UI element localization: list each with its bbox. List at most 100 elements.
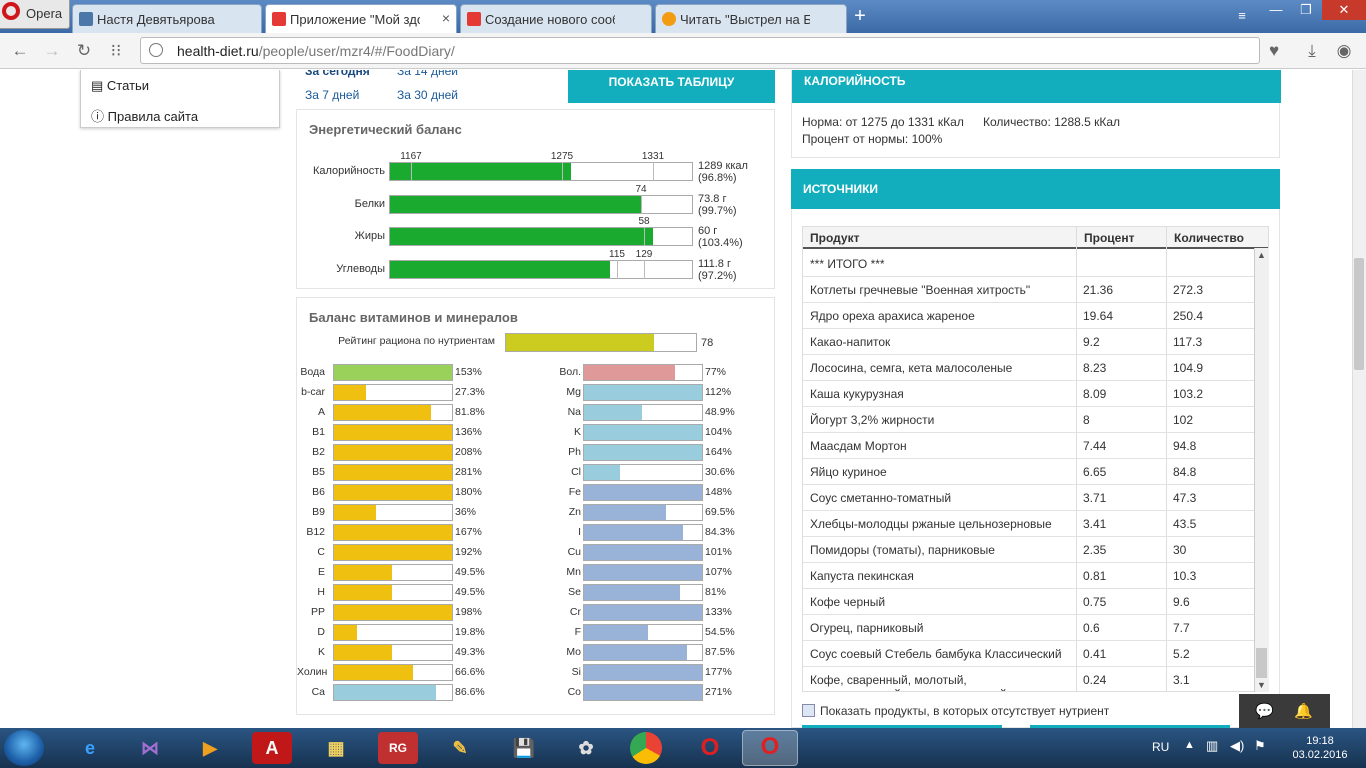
table-row[interactable]: Кофе черный 0.75 9.6 xyxy=(803,589,1255,615)
table-row[interactable]: Ядро ореха арахиса жареное 19.64 250.4 xyxy=(803,303,1255,329)
chat-icon[interactable]: 💬 xyxy=(1255,703,1274,720)
tab-health-diet[interactable]: Приложение "Мой здоро × xyxy=(265,4,457,33)
nutrient-bar-fill xyxy=(334,665,413,680)
account-icon[interactable]: ◉ xyxy=(1336,41,1352,60)
page-scrollbar[interactable] xyxy=(1352,70,1366,728)
col-percent-header[interactable]: Процент xyxy=(1077,227,1167,249)
menu-item-rules[interactable]: ⓘ Правила сайта xyxy=(91,106,198,125)
table-row[interactable]: Соус соевый Стебель бамбука Классический… xyxy=(803,641,1255,667)
table-row[interactable]: Капуста пекинская 0.81 10.3 xyxy=(803,563,1255,589)
opera-menu-button[interactable]: Opera xyxy=(0,0,70,29)
bell-icon[interactable]: 🔔 xyxy=(1294,703,1313,720)
ie-icon[interactable]: e xyxy=(84,738,95,758)
col-amount-header[interactable]: Количество xyxy=(1167,227,1268,249)
table-scroll-thumb[interactable] xyxy=(1256,648,1267,678)
nutrient-bar xyxy=(583,644,703,661)
col-product-header[interactable]: Продукт xyxy=(803,227,1077,249)
pen-app-icon[interactable]: ✎ xyxy=(452,738,468,758)
tab-new-message[interactable]: Создание нового сообще xyxy=(460,4,652,33)
table-row[interactable]: Кофе, сваренный, молотый, 0.24 3.1 приготов… xyxy=(803,667,1255,691)
tab-read-book[interactable]: Читать "Выстрел на Боль xyxy=(655,4,847,33)
energy-value: 111.8 г xyxy=(698,258,731,270)
nutrient-bar xyxy=(583,464,703,481)
media-player-icon[interactable]: ▶ xyxy=(203,738,217,758)
table-row[interactable]: Хлебцы-молодцы ржаные цельнозерновые 3.41… xyxy=(803,511,1255,537)
flower-app-icon[interactable]: ✿ xyxy=(578,738,594,758)
product-cell: *** ИТОГО *** xyxy=(810,257,885,271)
nutrient-bar xyxy=(333,684,453,701)
energy-bar-fill xyxy=(390,196,641,213)
chrome-icon[interactable] xyxy=(630,732,662,764)
table-row[interactable]: Огурец, парниковый 0.6 7.7 xyxy=(803,615,1255,641)
table-row[interactable]: Каша кукурузная 8.09 103.2 xyxy=(803,381,1255,407)
amount-cell: 5.2 xyxy=(1173,647,1190,661)
percent-cell: 0.81 xyxy=(1083,569,1107,583)
vs-icon[interactable]: ⋈ xyxy=(141,738,159,758)
url-field[interactable]: health-diet.ru/people/user/mzr4/#/FoodDi… xyxy=(140,37,1260,64)
show-table-button[interactable]: ПОКАЗАТЬ ТАБЛИЦУ xyxy=(568,70,775,103)
acrobat-icon[interactable]: A xyxy=(252,732,292,764)
table-row[interactable]: Какао-напиток 9.2 117.3 xyxy=(803,329,1255,355)
menu-item-articles[interactable]: ▤ Статьи xyxy=(91,78,149,94)
nutrient-label: I xyxy=(578,526,581,538)
language-indicator[interactable]: RU xyxy=(1152,740,1170,754)
show-missing-checkbox[interactable] xyxy=(802,704,815,717)
nutrient-label: Na xyxy=(567,406,581,418)
show-missing-label[interactable]: Показать продукты, в которых отсутствует… xyxy=(820,704,1110,718)
table-row[interactable]: Помидоры (томаты), парниковые 2.35 30 xyxy=(803,537,1255,563)
maximize-button[interactable]: ❐ xyxy=(1300,2,1312,17)
scroll-down-icon[interactable]: ▼ xyxy=(1257,680,1266,690)
page-scroll-thumb[interactable] xyxy=(1354,258,1364,370)
close-window-button[interactable]: ✕ xyxy=(1322,0,1366,20)
opera-taskbar-icon[interactable]: O xyxy=(700,734,720,761)
tab-menu-icon[interactable]: ≡ xyxy=(1238,8,1246,23)
nutrient-percent: 112% xyxy=(705,386,732,398)
speed-dial-icon[interactable]: ⁝⁝ xyxy=(110,41,122,60)
heart-icon[interactable]: ♥ xyxy=(1268,41,1280,60)
period-14-link[interactable]: За 14 дней xyxy=(397,70,458,78)
period-today-link[interactable]: За сегодня xyxy=(305,70,370,78)
amount-cell: 47.3 xyxy=(1173,491,1197,505)
period-7-link[interactable]: За 7 дней xyxy=(305,88,360,102)
save-app-icon[interactable]: 💾 xyxy=(512,738,536,758)
explorer-icon[interactable]: ▦ xyxy=(327,738,345,758)
nutrient-bar xyxy=(583,524,703,541)
amount-cell: 3.1 xyxy=(1173,673,1190,687)
start-button[interactable] xyxy=(4,730,44,766)
table-row[interactable]: Лососина, семга, кета малосоленые 8.23 104… xyxy=(803,355,1255,381)
table-row[interactable]: Котлеты гречневые "Военная хитрость" 21.3… xyxy=(803,277,1255,303)
table-row[interactable]: *** ИТОГО *** xyxy=(803,251,1255,277)
table-scrollbar[interactable]: ▲ ▼ xyxy=(1254,248,1269,692)
nutrient-label: D xyxy=(317,626,325,638)
volume-icon[interactable]: ◀) xyxy=(1230,738,1245,753)
reload-icon[interactable]: ↻ xyxy=(76,41,92,60)
tab-vk[interactable]: Настя Девятьярова xyxy=(72,4,262,33)
clock[interactable]: 19:18 03.02.2016 xyxy=(1292,734,1348,762)
forward-icon[interactable]: → xyxy=(43,41,61,60)
nutrient-bar xyxy=(333,664,453,681)
nutrient-percent: 66.6% xyxy=(455,666,485,678)
energy-tick-label: 58 xyxy=(638,216,650,227)
minimize-button[interactable]: — xyxy=(1269,2,1283,17)
nutrient-label: Zn xyxy=(568,506,581,518)
tray-arrow-icon[interactable]: ▲ xyxy=(1184,739,1195,751)
close-tab-icon[interactable]: × xyxy=(441,10,450,26)
new-tab-button[interactable]: + xyxy=(854,5,866,27)
nutrient-percent: 87.5% xyxy=(705,646,735,658)
back-icon[interactable]: ← xyxy=(11,41,29,60)
rg-app-icon[interactable]: RG xyxy=(378,732,418,764)
network-icon[interactable]: ▥ xyxy=(1206,738,1219,753)
scroll-up-icon[interactable]: ▲ xyxy=(1257,250,1266,260)
table-row[interactable]: Йогурт 3,2% жирности 8 102 xyxy=(803,407,1255,433)
table-row[interactable]: Яйцо куриное 6.65 84.8 xyxy=(803,459,1255,485)
nutrient-bar xyxy=(333,404,453,421)
download-icon[interactable]: ⤓ xyxy=(1308,41,1316,60)
nutrient-percent: 281% xyxy=(455,466,482,478)
table-row[interactable]: Маасдам Мортон 7.44 94.8 xyxy=(803,433,1255,459)
action-center-icon[interactable]: ⚑ xyxy=(1254,738,1266,753)
opera-active-icon[interactable]: O xyxy=(742,730,798,766)
nutrient-bar xyxy=(333,584,453,601)
period-30-link[interactable]: За 30 дней xyxy=(397,88,458,102)
table-row[interactable]: Соус сметанно-томатный 3.71 47.3 xyxy=(803,485,1255,511)
nutrient-label: Ca xyxy=(311,686,325,698)
